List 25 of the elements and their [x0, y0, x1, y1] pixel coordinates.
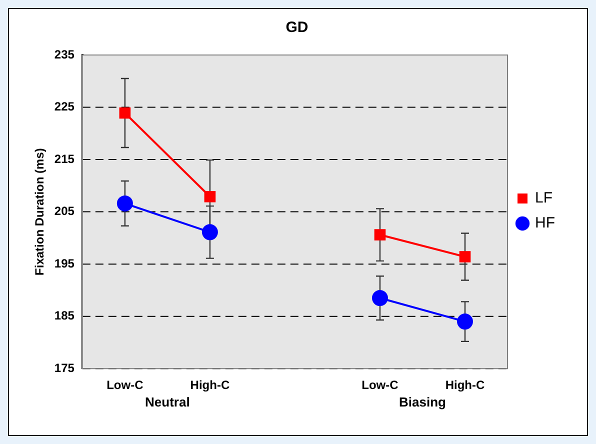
point: [372, 290, 388, 306]
point: [119, 107, 131, 119]
point: [202, 224, 218, 240]
point: [459, 251, 471, 262]
y-tick-label: 205: [54, 204, 75, 218]
y-axis-title: Fixation Duration (ms): [32, 148, 47, 276]
y-tick-label: 195: [54, 256, 75, 270]
point: [116, 195, 133, 212]
y-tick-label: 235: [54, 47, 75, 62]
chart-title: GD: [286, 19, 308, 36]
legend-label: LF: [535, 190, 553, 207]
text: Neutral: [145, 394, 190, 410]
y-tick-label: 175: [54, 360, 75, 375]
y-tick-label: 225: [54, 100, 75, 114]
point: [456, 314, 473, 330]
legend-label: HF: [535, 214, 556, 232]
x-tick-label: Low-C: [106, 378, 144, 392]
y-tick-label: 185: [54, 308, 75, 323]
text: Biasing: [399, 394, 446, 410]
x-tick-label: High-C: [445, 378, 485, 392]
x-tick-label: High-C: [190, 378, 230, 392]
x-tick-label: Low-C: [362, 378, 399, 392]
point: [204, 190, 216, 202]
point: [374, 229, 386, 240]
y-tick-label: 215: [54, 152, 75, 166]
